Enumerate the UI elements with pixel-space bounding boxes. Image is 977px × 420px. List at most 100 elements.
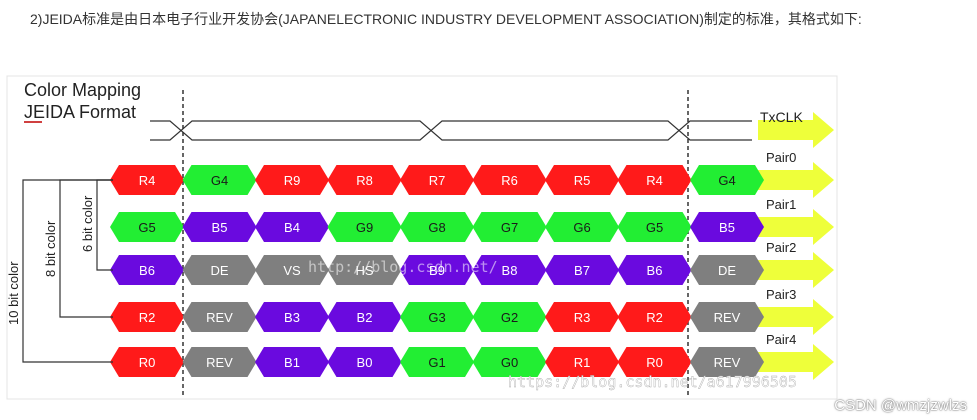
bit-label-6: 6 bit color xyxy=(80,195,95,252)
pair-cell-label: G6 xyxy=(573,220,590,235)
pair-cell: B5 xyxy=(182,212,257,242)
pair-cell-label: G4 xyxy=(718,173,735,188)
pair-cell: REV xyxy=(690,347,764,377)
pair-cell-shape xyxy=(690,212,764,242)
pair-cell: B5 xyxy=(690,212,764,242)
pair-cell-label: R7 xyxy=(429,173,446,188)
pair-cell-label: B5 xyxy=(212,220,228,235)
pair-cell-shape xyxy=(110,302,184,332)
pair-cell-label: R5 xyxy=(574,173,591,188)
pair-cell-label: R6 xyxy=(501,173,518,188)
pair-cell-label: REV xyxy=(714,355,741,370)
pair-cell-shape xyxy=(327,302,402,332)
pair-cell-shape xyxy=(545,212,619,242)
pair-cell-shape xyxy=(327,347,402,377)
pair-cell: R7 xyxy=(400,165,474,195)
pair-cell: G9 xyxy=(327,212,402,242)
pair-cell-label: B6 xyxy=(139,263,155,278)
pair-cell: G4 xyxy=(690,165,764,195)
pair-cell-label: G8 xyxy=(428,220,445,235)
pair-cell: REV xyxy=(690,302,764,332)
clock-label: TxCLK xyxy=(760,109,803,125)
pair-cell: G2 xyxy=(472,302,547,332)
pair-label: Pair4 xyxy=(766,332,796,347)
pair-cell: B9 xyxy=(400,255,474,285)
pair-cell-label: G3 xyxy=(428,310,445,325)
pair-cell-label: HS xyxy=(355,263,373,278)
pair-cell-label: B0 xyxy=(357,355,373,370)
pair-cell-shape xyxy=(617,212,692,242)
bit-label-10: 10 bit color xyxy=(6,261,21,325)
pair-cell-shape xyxy=(255,347,329,377)
pair-cell-shape xyxy=(617,165,692,195)
pair-cell-shape xyxy=(545,165,619,195)
pair-cell: B6 xyxy=(110,255,184,285)
pair-cell-label: B6 xyxy=(647,263,663,278)
pair-cell-shape xyxy=(690,255,764,285)
pair-cell-shape xyxy=(545,302,619,332)
pair-cell: B3 xyxy=(255,302,329,332)
clock-arrow xyxy=(758,112,834,148)
pair-label: Pair3 xyxy=(766,287,796,302)
pair-cell: G5 xyxy=(617,212,692,242)
diagram-title-line1: Color Mapping xyxy=(24,80,141,100)
pair-cell-shape xyxy=(182,212,257,242)
pair-arrow xyxy=(758,299,834,335)
pair-cell-label: G1 xyxy=(428,355,445,370)
pair-arrows: Pair0 Pair1 Pair2 Pair3 Pair4 xyxy=(758,112,834,380)
pair-cell: REV xyxy=(182,347,257,377)
pair-cell-label: B1 xyxy=(284,355,300,370)
pair-cell: DE xyxy=(182,255,257,285)
pair-cell-label: G9 xyxy=(356,220,373,235)
pair-cell-shape xyxy=(617,255,692,285)
pair-cell: G4 xyxy=(182,165,257,195)
pair-cell: B1 xyxy=(255,347,329,377)
pair-cell-shape xyxy=(327,212,402,242)
pair-label: Pair1 xyxy=(766,197,796,212)
pair-cell-label: G4 xyxy=(211,173,228,188)
pair-cell-shape xyxy=(327,165,402,195)
article-paragraph: 2)JEIDA标准是由日本电子行业开发协会(JAPANELECTRONIC IN… xyxy=(30,11,862,27)
overlay-url-2: https://blog.csdn.net/a617996505 xyxy=(508,373,797,391)
pair-cell-shape xyxy=(545,347,619,377)
pair-cell: R4 xyxy=(110,165,184,195)
pair-label: Pair2 xyxy=(766,240,796,255)
pair-cell-label: DE xyxy=(210,263,228,278)
pair-cell: G5 xyxy=(110,212,184,242)
pair-cell-shape xyxy=(182,347,257,377)
pair-cell-shape xyxy=(110,165,184,195)
pair-cell-label: B9 xyxy=(429,263,445,278)
pair-cell: G7 xyxy=(472,212,547,242)
pair-cell-shape xyxy=(255,212,329,242)
pair-cell-shape xyxy=(400,255,474,285)
pair-cell-label: G0 xyxy=(501,355,518,370)
pair-cell-label: G7 xyxy=(501,220,518,235)
pair-cell: R2 xyxy=(617,302,692,332)
pair-cell: HS xyxy=(327,255,402,285)
pair-cell-label: B8 xyxy=(502,263,518,278)
pair-cell: B4 xyxy=(255,212,329,242)
pair-cell-label: REV xyxy=(206,355,233,370)
pair-cell-shape xyxy=(400,302,474,332)
pair-cell-shape xyxy=(327,255,402,285)
pair-cell: R8 xyxy=(327,165,402,195)
pair-cell-label: R0 xyxy=(139,355,156,370)
pair-cell-shape xyxy=(182,255,257,285)
pair-cell-shape xyxy=(110,255,184,285)
pair-cell: R0 xyxy=(110,347,184,377)
pair-cell-shape xyxy=(110,347,184,377)
pair-cell-shape xyxy=(617,302,692,332)
pair-cell: B2 xyxy=(327,302,402,332)
pair-cell: R0 xyxy=(617,347,692,377)
pair-cell-label: R0 xyxy=(646,355,663,370)
pair-cell-label: DE xyxy=(718,263,736,278)
pair-cell-shape xyxy=(472,212,547,242)
pair-cell: B6 xyxy=(617,255,692,285)
pair-cell-shape xyxy=(400,212,474,242)
pair-cell: REV xyxy=(182,302,257,332)
pair-cell-shape xyxy=(690,302,764,332)
pair-cell-label: R9 xyxy=(284,173,301,188)
pair-label: Pair0 xyxy=(766,150,796,165)
pair-cells: R4 G4 R9 R8 R7 R6 R5 R4 G4 G5 B5 B4 G9 G8 G7 G6 G5 B5 B6 DE… xyxy=(110,165,764,377)
pair-cell: R2 xyxy=(110,302,184,332)
